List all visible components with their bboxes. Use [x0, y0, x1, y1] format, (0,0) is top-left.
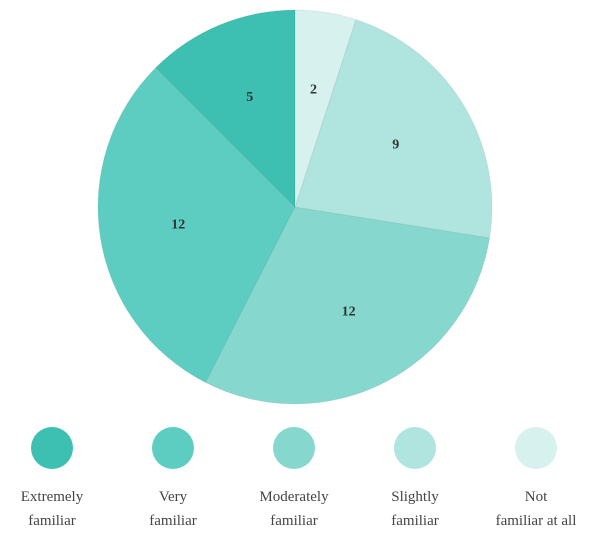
- data-label: 12: [342, 305, 356, 320]
- legend-label: Extremely familiar: [21, 489, 84, 529]
- legend-swatch: [273, 427, 315, 469]
- legend-label: Very familiar: [149, 489, 196, 529]
- legend-label: Not familiar at all: [496, 489, 577, 529]
- legend-swatch: [515, 427, 557, 469]
- pie-slice: [154, 9, 296, 209]
- pie-slice: [204, 206, 491, 405]
- legend-label: Moderately familiar: [259, 489, 329, 529]
- data-label: 12: [171, 218, 185, 233]
- legend-swatch: [31, 427, 73, 469]
- data-label: 5: [246, 90, 253, 105]
- pie-slice: [294, 19, 493, 239]
- legend-swatch: [152, 427, 194, 469]
- pie-slice: [294, 9, 357, 208]
- data-label: 2: [310, 82, 317, 97]
- legend-label: Slightly familiar: [391, 489, 439, 529]
- pie-slice: [97, 66, 296, 384]
- legend-swatch: [394, 427, 436, 469]
- data-label: 9: [392, 137, 399, 152]
